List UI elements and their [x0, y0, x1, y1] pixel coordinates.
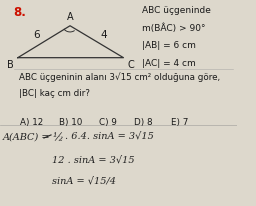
Text: C: C [127, 60, 134, 70]
Text: 8.: 8. [13, 6, 26, 19]
Text: A: A [67, 12, 73, 22]
Text: B: B [7, 60, 14, 70]
Text: |AB| = 6 cm: |AB| = 6 cm [142, 41, 196, 50]
Text: |AC| = 4 cm: |AC| = 4 cm [142, 59, 196, 68]
Text: B) 10: B) 10 [59, 118, 83, 128]
Text: ABC üçgeninde: ABC üçgeninde [142, 6, 211, 15]
Text: A(ABC) =: A(ABC) = [2, 133, 50, 142]
Text: ABC üçgeninin alanı 3√15 cm² olduğuna göre,: ABC üçgeninin alanı 3√15 cm² olduğuna gö… [19, 72, 220, 82]
Text: A) 12: A) 12 [20, 118, 44, 128]
Text: 4: 4 [101, 30, 107, 40]
Text: 6: 6 [34, 30, 40, 40]
Text: |BC| kaç cm dir?: |BC| kaç cm dir? [19, 89, 90, 98]
Text: E) 7: E) 7 [171, 118, 188, 128]
Text: m(BÂC) > 90°: m(BÂC) > 90° [142, 24, 206, 33]
Text: sinA = √15/4: sinA = √15/4 [52, 176, 116, 185]
Text: C) 9: C) 9 [99, 118, 116, 128]
Text: ½: ½ [52, 133, 63, 143]
Text: D) 8: D) 8 [134, 118, 153, 128]
Text: 12 . sinA = 3√15: 12 . sinA = 3√15 [52, 156, 135, 165]
Text: . 6.4. sinA = 3√15: . 6.4. sinA = 3√15 [65, 132, 154, 141]
